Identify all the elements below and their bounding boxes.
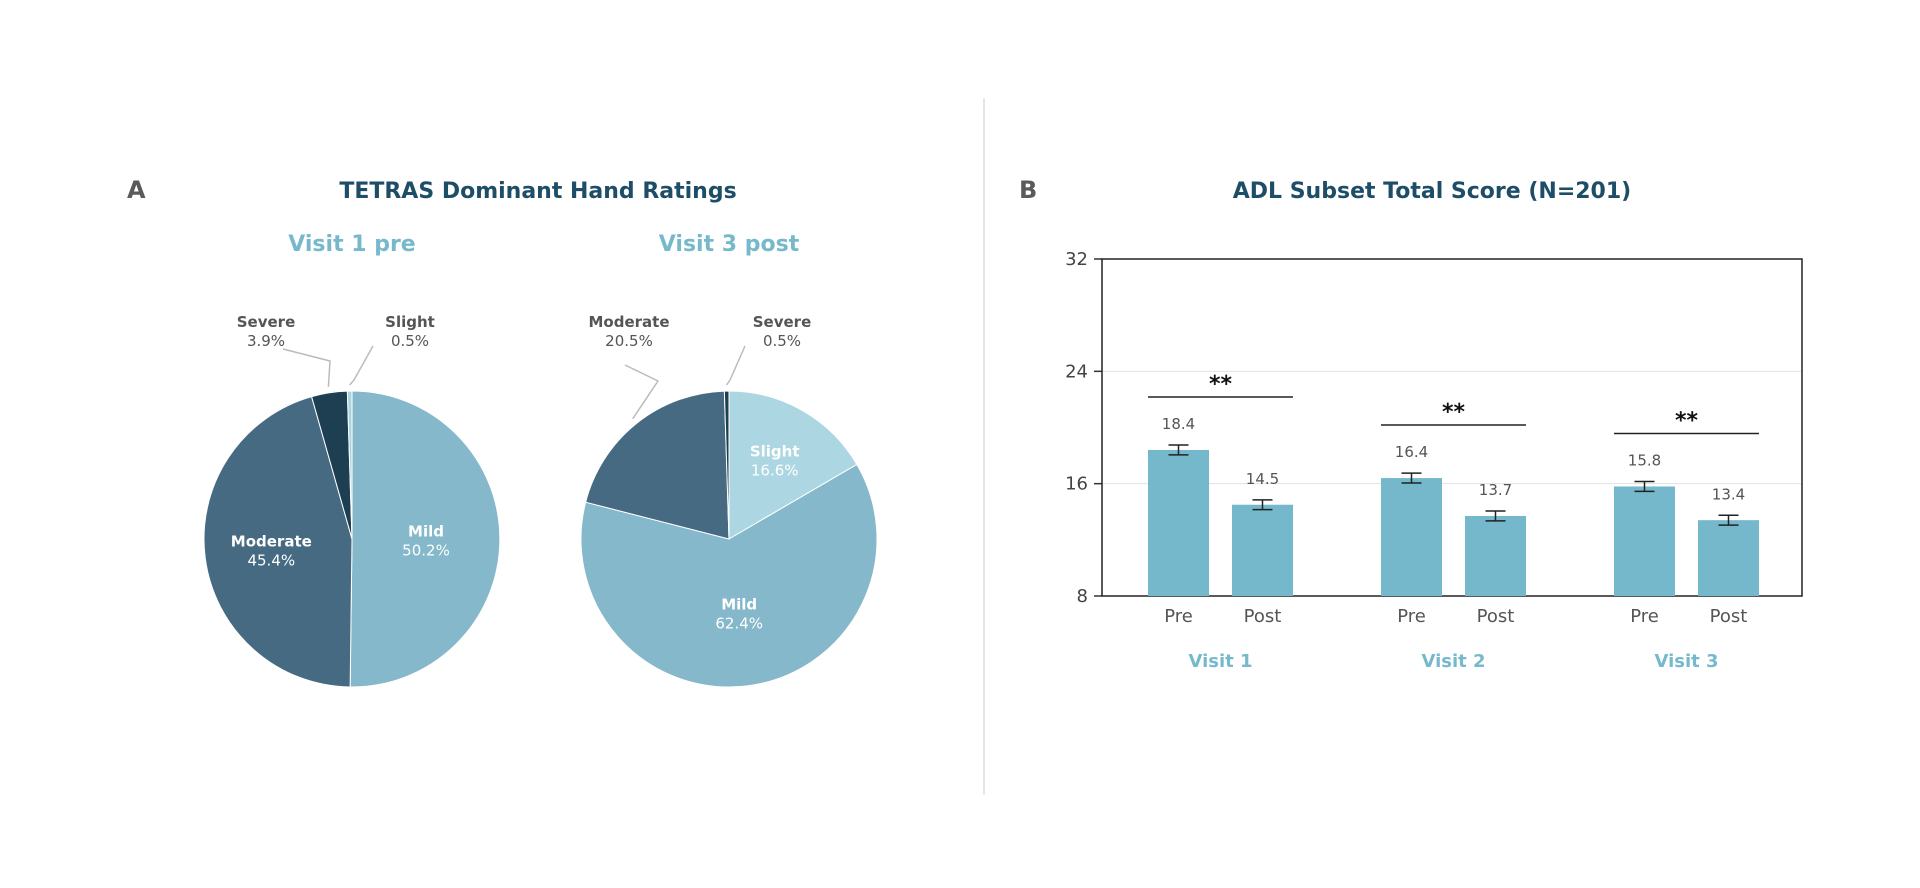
x-tick-label: Pre [1397,606,1426,627]
data-label: 13.7 [1479,481,1512,499]
pie-value-slight: 0.5% [391,332,429,350]
pie-slice-slight [346,390,353,540]
pie-label-moderate: Moderate [231,533,312,551]
x-tick-label: Pre [1630,606,1659,627]
pie-visit1-title: Visit 1 pre [288,232,415,257]
x-tick-label: Pre [1164,606,1193,627]
pie-slice-mild [349,390,501,688]
pie-label-slight: Slight [385,313,435,331]
y-tick-label: 24 [1065,361,1088,382]
panel-a-title: TETRAS Dominant Hand Ratings [339,179,736,204]
group-label-visit-3: Visit 3 [1654,651,1718,672]
pie-leader-line-moderate [624,364,660,420]
pie-value-severe: 3.9% [247,332,285,350]
significance-marker: ** [1675,408,1699,433]
pie-slice-moderate [203,396,353,688]
significance-marker: ** [1209,372,1233,397]
pie-slice-slight [728,390,858,540]
y-tick-label: 32 [1065,249,1088,270]
data-label: 16.4 [1395,443,1428,461]
x-tick-label: Post [1244,606,1282,627]
y-tick-label: 8 [1077,586,1088,607]
pie-slice-severe [723,390,730,540]
pie-value-moderate: 20.5% [605,332,653,350]
pie-slice-moderate [585,390,730,540]
pie-leader-line-severe [282,348,331,387]
bar [1698,520,1759,596]
x-tick-label: Post [1477,606,1515,627]
pie-value-mild: 62.4% [715,614,763,632]
y-tick-label: 16 [1065,474,1088,495]
significance-marker: ** [1442,400,1466,425]
data-label: 15.8 [1628,452,1661,470]
panel-b-letter: B [1019,176,1037,204]
pie-label-severe: Severe [237,313,296,331]
data-label: 18.4 [1162,415,1195,433]
data-label: 13.4 [1712,485,1745,503]
pie-value-mild: 50.2% [402,542,450,560]
bar [1148,449,1209,596]
data-label: 14.5 [1246,470,1279,488]
bar [1465,515,1526,596]
pie-label-slight: Slight [750,442,800,460]
pie-label-mild: Mild [721,595,757,613]
pie-leader-line-severe [725,345,746,386]
pie-label-mild: Mild [408,523,444,541]
group-label-visit-2: Visit 2 [1421,651,1485,672]
plot-frame [1101,258,1803,597]
bar [1381,478,1442,596]
pie-visit3-title: Visit 3 post [659,232,800,257]
panel-b-title: ADL Subset Total Score (N=201) [1233,179,1631,204]
pie-value-slight: 16.6% [751,461,799,479]
bar [1614,486,1675,596]
bar [1232,504,1293,596]
group-label-visit-1: Visit 1 [1188,651,1252,672]
pie-value-severe: 0.5% [763,332,801,350]
pie-leader-line-slight [349,345,374,386]
bar-chart-adl: 8 16 24 32 18.4 Pre 14.5 Post Visit 1 ** 16.4 Pre 13… [1065,249,1803,672]
panel-a-letter: A [127,176,146,204]
pie-label-moderate: Moderate [588,313,669,331]
x-tick-label: Post [1710,606,1748,627]
pie-value-moderate: 45.4% [247,552,295,570]
pie-label-severe: Severe [753,313,812,331]
